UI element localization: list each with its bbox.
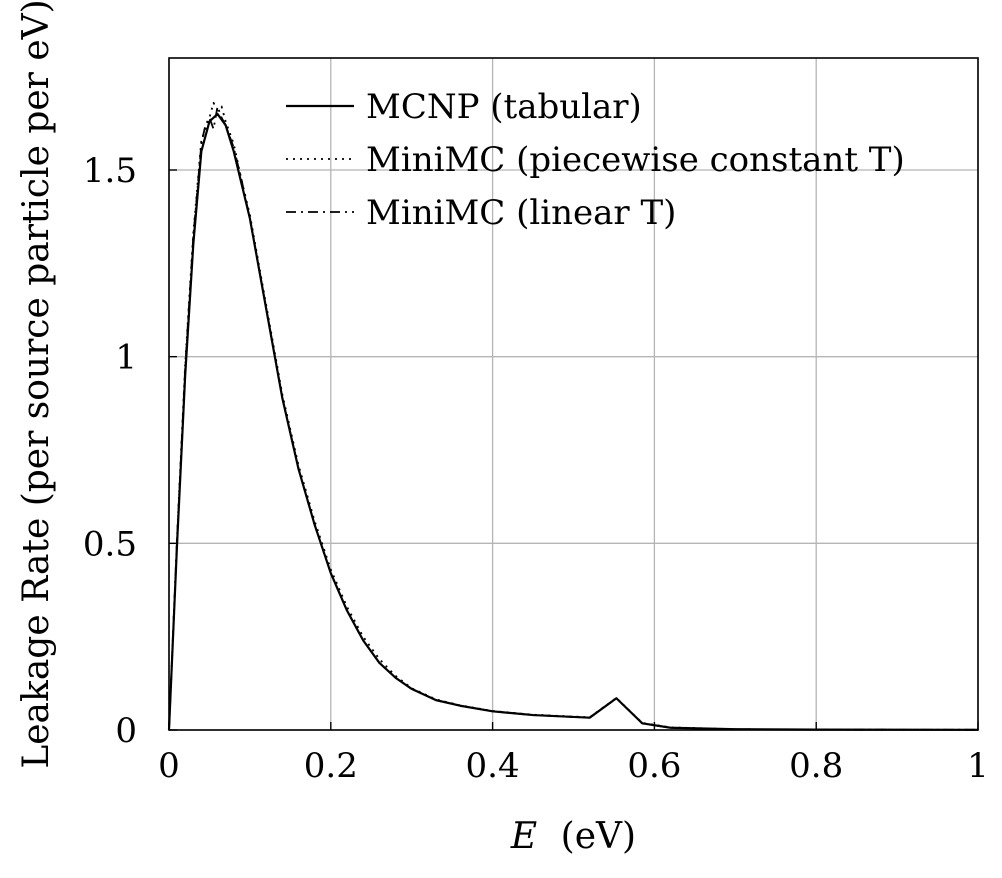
series-line-3 (168, 105, 979, 731)
plot-frame (168, 57, 979, 731)
x-tick-label: 1 (967, 746, 989, 786)
legend: MCNP (tabular) MiniMC (piecewise constant… (286, 87, 905, 233)
y-tick-label: 1 (115, 338, 137, 378)
y-tick-label: 0 (115, 711, 137, 751)
y-axis-title: Leakage Rate (per source particle per eV… (16, 0, 57, 769)
series-group (167, 101, 979, 731)
legend-label-2: MiniMC (piecewise constant T) (366, 140, 905, 180)
x-axis-variable: E (510, 816, 537, 857)
x-axis-unit: (eV) (561, 816, 636, 857)
legend-label-3: MiniMC (linear T) (366, 193, 676, 233)
legend-label-1: MCNP (tabular) (366, 87, 642, 127)
x-tick-label: 0.6 (627, 746, 681, 786)
y-tick-label: 1.5 (83, 151, 137, 191)
series-line-2 (168, 101, 979, 731)
x-axis-title: E (eV) (510, 816, 636, 857)
ticks: 0 0.2 0.4 0.6 0.8 1 0 0.5 1 1.5 (83, 151, 989, 786)
x-tick-label: 0.2 (304, 746, 358, 786)
x-tick-label: 0 (158, 746, 180, 786)
y-tick-label: 0.5 (83, 524, 137, 564)
x-tick-label: 0.8 (789, 746, 843, 786)
x-tick-label: 0.4 (466, 746, 520, 786)
